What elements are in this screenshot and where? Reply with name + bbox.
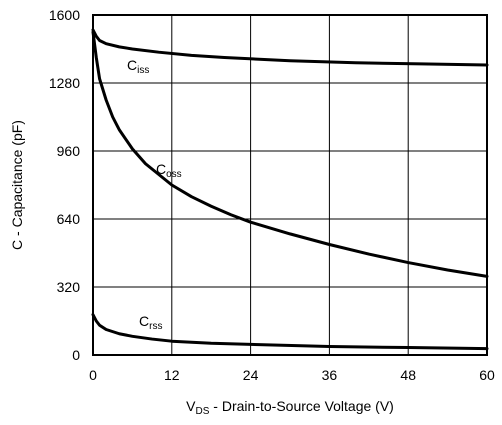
y-tick-label: 1280 (49, 75, 80, 91)
y-tick-label: 1600 (49, 7, 80, 23)
x-tick-label: 0 (89, 367, 97, 383)
series-coss-line (91, 30, 489, 278)
y-tick-label: 960 (57, 143, 81, 159)
plot-frame (92, 14, 488, 356)
y-axis-label: C - Capacitance (pF) (9, 120, 25, 250)
x-tick-label: 24 (243, 367, 259, 383)
y-tick-labels: 0 320 640 960 1280 1600 (49, 7, 80, 363)
x-tick-label: 60 (479, 367, 495, 383)
label-coss: Coss (156, 161, 182, 180)
x-tick-labels: 0 12 24 36 48 60 (89, 367, 495, 383)
x-tick-label: 12 (164, 367, 180, 383)
y-tick-label: 0 (72, 347, 80, 363)
x-tick-label: 48 (400, 367, 416, 383)
y-tick-label: 640 (57, 211, 81, 227)
series-ciss-line (91, 28, 489, 67)
y-tick-label: 320 (57, 279, 81, 295)
x-axis-label: VDS - Drain-to-Source Voltage (V) (186, 398, 394, 417)
x-tick-label: 36 (322, 367, 338, 383)
grid (93, 15, 487, 355)
curve-labels: Ciss Coss Crss (127, 57, 182, 332)
label-crss: Crss (139, 313, 162, 332)
curves (91, 28, 489, 351)
label-ciss: Ciss (127, 57, 149, 76)
series-crss-line (91, 313, 489, 351)
